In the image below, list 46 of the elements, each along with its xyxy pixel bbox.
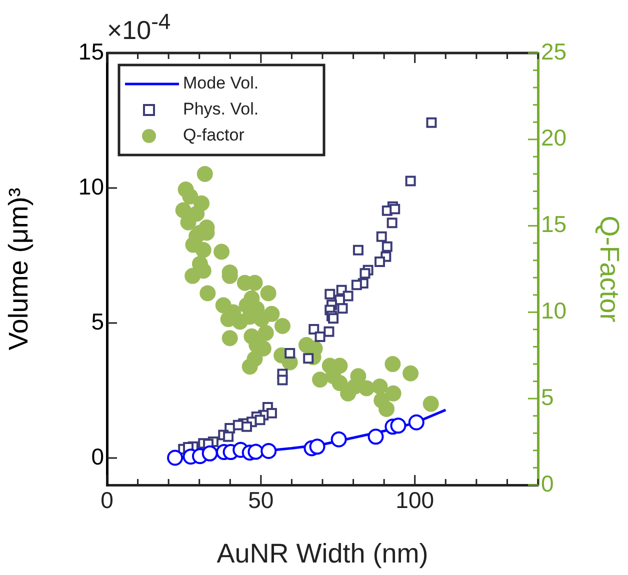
y-tick-label: 10 — [78, 173, 104, 200]
point — [202, 445, 218, 462]
y-tick-label: 0 — [91, 443, 104, 470]
y2-tick-label: 10 — [541, 298, 567, 324]
x-tick-label: 100 — [396, 487, 434, 514]
y2-tick-label: 0 — [541, 470, 554, 496]
y-axis-title: Volume (μm)³ — [4, 188, 34, 350]
point — [232, 420, 244, 430]
point — [376, 231, 387, 242]
point — [248, 444, 264, 460]
point — [284, 348, 296, 358]
point — [386, 218, 398, 228]
y2-tick-label: 25 — [541, 38, 567, 64]
point — [324, 288, 336, 300]
point — [408, 414, 424, 430]
point — [426, 117, 437, 128]
x-axis-title: AuNR Width (nm) — [216, 538, 428, 568]
point — [309, 438, 326, 455]
legend-label: Phys. Vol. — [183, 100, 259, 119]
point — [352, 244, 364, 256]
point — [390, 418, 406, 434]
x-tick-label: 50 — [248, 487, 274, 514]
point — [405, 176, 416, 186]
point — [360, 268, 370, 279]
y2-tick-label: 5 — [541, 384, 554, 410]
point — [167, 450, 184, 466]
y-tick-label: 15 — [78, 38, 104, 64]
y2-tick-label: 20 — [541, 124, 567, 151]
y2-tick-label: 15 — [541, 211, 567, 238]
point — [254, 414, 266, 426]
point — [382, 241, 392, 252]
point — [330, 431, 347, 448]
point — [368, 428, 384, 445]
point — [351, 280, 362, 290]
point — [223, 431, 234, 442]
legend-label: Mode Vol. — [183, 74, 259, 93]
legend-label: Q-factor — [183, 126, 245, 145]
point — [390, 204, 400, 214]
point — [324, 326, 334, 337]
y2-axis-title: Q-Factor — [594, 216, 624, 322]
point — [277, 374, 288, 386]
point — [337, 303, 348, 314]
y-tick-label: 5 — [91, 308, 104, 334]
point — [328, 313, 339, 324]
point — [374, 256, 386, 267]
point — [260, 442, 277, 459]
